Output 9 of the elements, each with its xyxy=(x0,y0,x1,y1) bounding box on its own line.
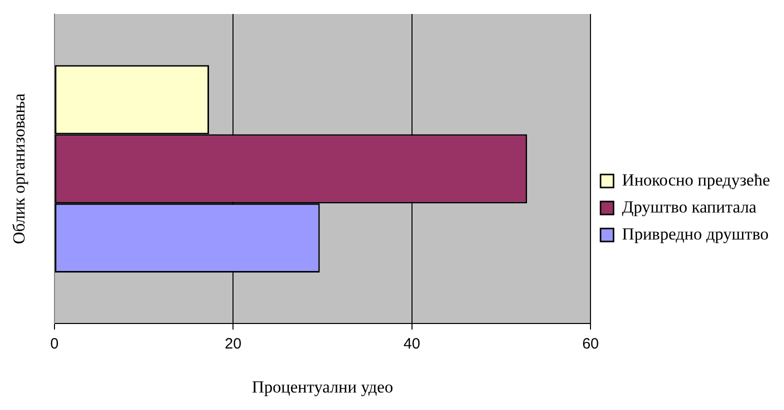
x-tick-label: 40 xyxy=(403,336,420,353)
legend-label: Привредно друштво xyxy=(622,224,769,244)
x-tick-label: 60 xyxy=(582,336,599,353)
x-tick-label: 20 xyxy=(224,336,242,353)
y-axis-title: Облик организовања xyxy=(10,93,29,244)
legend-label: Инокосно предузеће xyxy=(622,170,770,190)
x-tick-label: 0 xyxy=(50,336,59,353)
legend-label: Друштво капитала xyxy=(622,197,757,216)
x-axis-title: Процентуални удео xyxy=(252,377,394,396)
